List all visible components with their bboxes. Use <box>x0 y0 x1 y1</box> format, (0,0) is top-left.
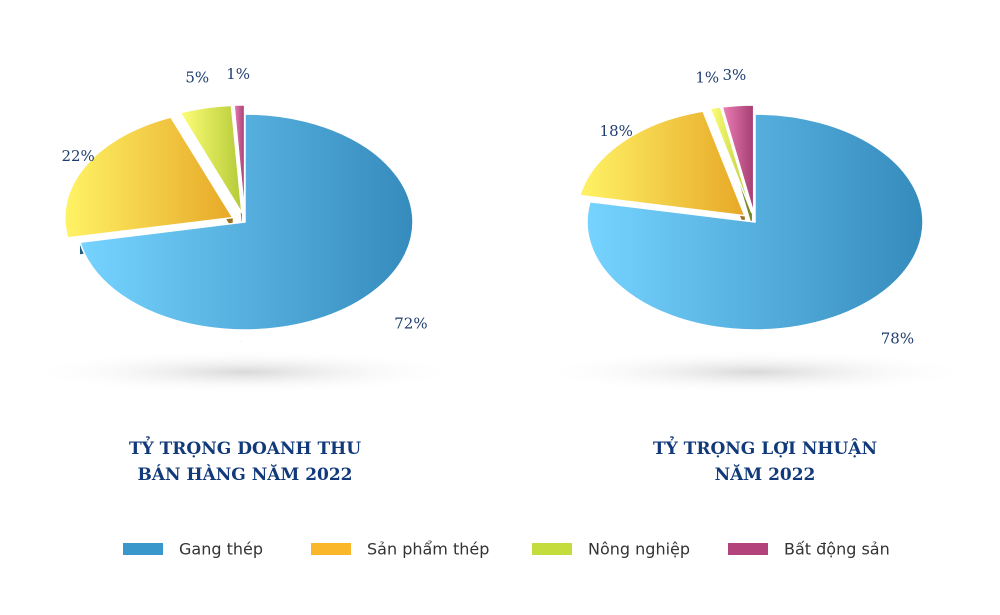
slice <box>578 110 746 217</box>
legend-swatch <box>123 543 163 555</box>
shadow <box>535 350 975 394</box>
data-label: 1% <box>226 65 250 83</box>
legend-swatch <box>311 543 351 555</box>
slice <box>721 104 755 214</box>
legend-label: Gang thép <box>179 540 263 559</box>
legend-swatch <box>532 543 572 555</box>
shadow <box>25 350 465 394</box>
slice <box>178 104 243 214</box>
legend-label: Sản phẩm thép <box>367 540 489 559</box>
slice <box>79 113 414 331</box>
data-label: 1% <box>695 69 719 87</box>
legend-label: Bất động sản <box>784 540 890 559</box>
chart-title: TỶ TRỌNG LỢI NHUẬN NĂM 2022 <box>652 439 878 485</box>
slice <box>586 113 924 331</box>
slice <box>63 116 234 239</box>
data-label: 72% <box>394 314 427 332</box>
legend-label: Nông nghiệp <box>588 540 690 559</box>
chart-title: TỶ TRỌNG DOANH THU BÁN HÀNG NĂM 2022 <box>128 439 362 485</box>
data-label: 18% <box>600 122 633 140</box>
legend-swatch <box>728 543 768 555</box>
slice <box>709 106 753 214</box>
slice <box>233 104 246 213</box>
data-label: 22% <box>61 147 94 165</box>
data-label: 3% <box>722 66 746 84</box>
data-label: 5% <box>185 69 209 87</box>
data-label: 78% <box>881 329 914 347</box>
